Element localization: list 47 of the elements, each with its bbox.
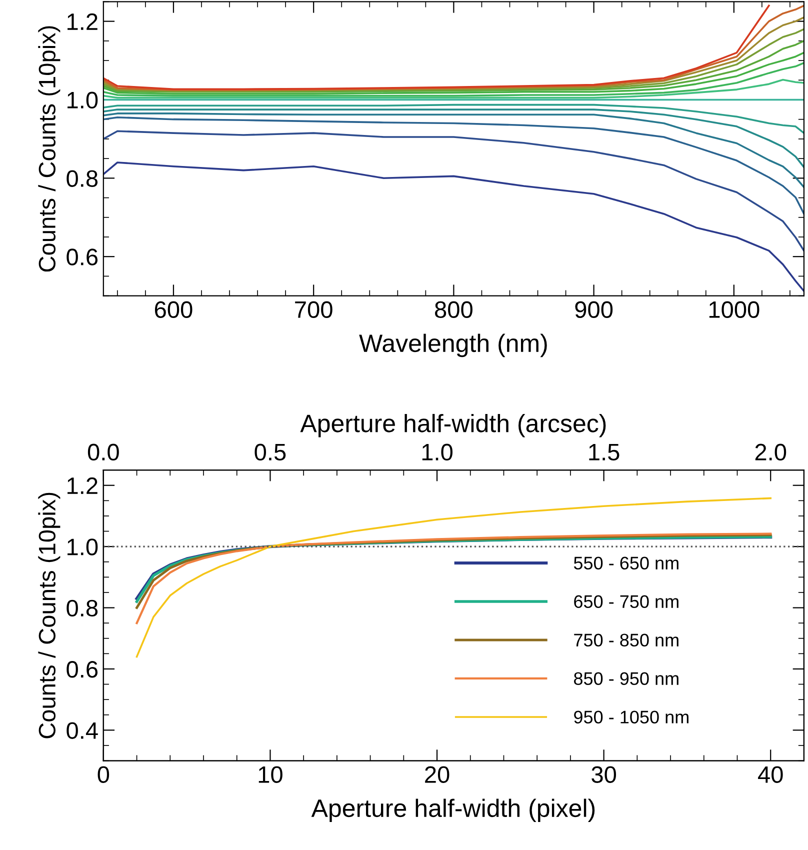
- x-tick-label: 10: [258, 766, 282, 783]
- x2-tick-label: 0.5: [254, 444, 286, 461]
- y-tick-label: 1.2: [68, 477, 98, 494]
- line-series: [103, 52, 804, 95]
- x-tick-label: 900: [575, 301, 613, 318]
- y-tick-label: 0.4: [66, 722, 98, 739]
- x2-tick-label: 1.5: [589, 444, 620, 461]
- x-tick-label: 600: [154, 301, 192, 318]
- y-tick-label: 1.0: [68, 92, 98, 109]
- line-series: [103, 130, 804, 252]
- legend-label: 550 - 650 nm: [574, 556, 678, 570]
- x-tick-label: 700: [295, 301, 332, 318]
- y-tick-label: 0.6: [66, 661, 98, 678]
- line-series: [103, 108, 804, 168]
- y-tick-label: 1.0: [68, 538, 98, 556]
- line-series: [103, 78, 804, 99]
- y-axis-title: Counts / Counts (10pix): [38, 26, 60, 272]
- line-series: [103, 40, 804, 93]
- x2-tick-label: 2.0: [755, 444, 786, 461]
- y-axis-title: Counts / Counts (10pix): [38, 492, 60, 738]
- line-series: [136, 532, 772, 624]
- x2-axis-title: Aperture half-width (arcsec): [300, 414, 606, 438]
- x-tick-label: 1000: [709, 301, 760, 318]
- line-series: [103, 112, 804, 188]
- x-tick-label: 30: [592, 766, 616, 783]
- legend-label: 950 - 1050 nm: [574, 710, 688, 724]
- y-tick-label: 0.6: [66, 248, 98, 266]
- line-series: [103, 162, 804, 292]
- line-series: [103, 104, 804, 134]
- legend-label: 750 - 850 nm: [574, 634, 678, 646]
- x-axis-title: Aperture half-width (pixel): [311, 798, 595, 822]
- y-tick-label: 1.2: [68, 13, 98, 30]
- y-tick-label: 0.8: [66, 170, 98, 187]
- y-tick-label: 0.8: [66, 600, 98, 617]
- line-series: [103, 62, 804, 97]
- legend-label: 850 - 950 nm: [574, 672, 678, 685]
- line-series: [136, 497, 772, 658]
- x2-tick-label: 0.0: [88, 444, 119, 461]
- x-tick-label: 0: [98, 766, 110, 783]
- x-tick-label: 20: [425, 766, 450, 783]
- line-series: [103, 116, 804, 215]
- legend-label: 650 - 750 nm: [574, 595, 678, 608]
- x-tick-label: 40: [758, 766, 783, 783]
- line-series: [103, 28, 804, 92]
- x-axis-title: Wavelength (nm): [359, 334, 547, 358]
- x-tick-label: 800: [435, 301, 472, 318]
- x2-tick-label: 1.0: [422, 444, 452, 461]
